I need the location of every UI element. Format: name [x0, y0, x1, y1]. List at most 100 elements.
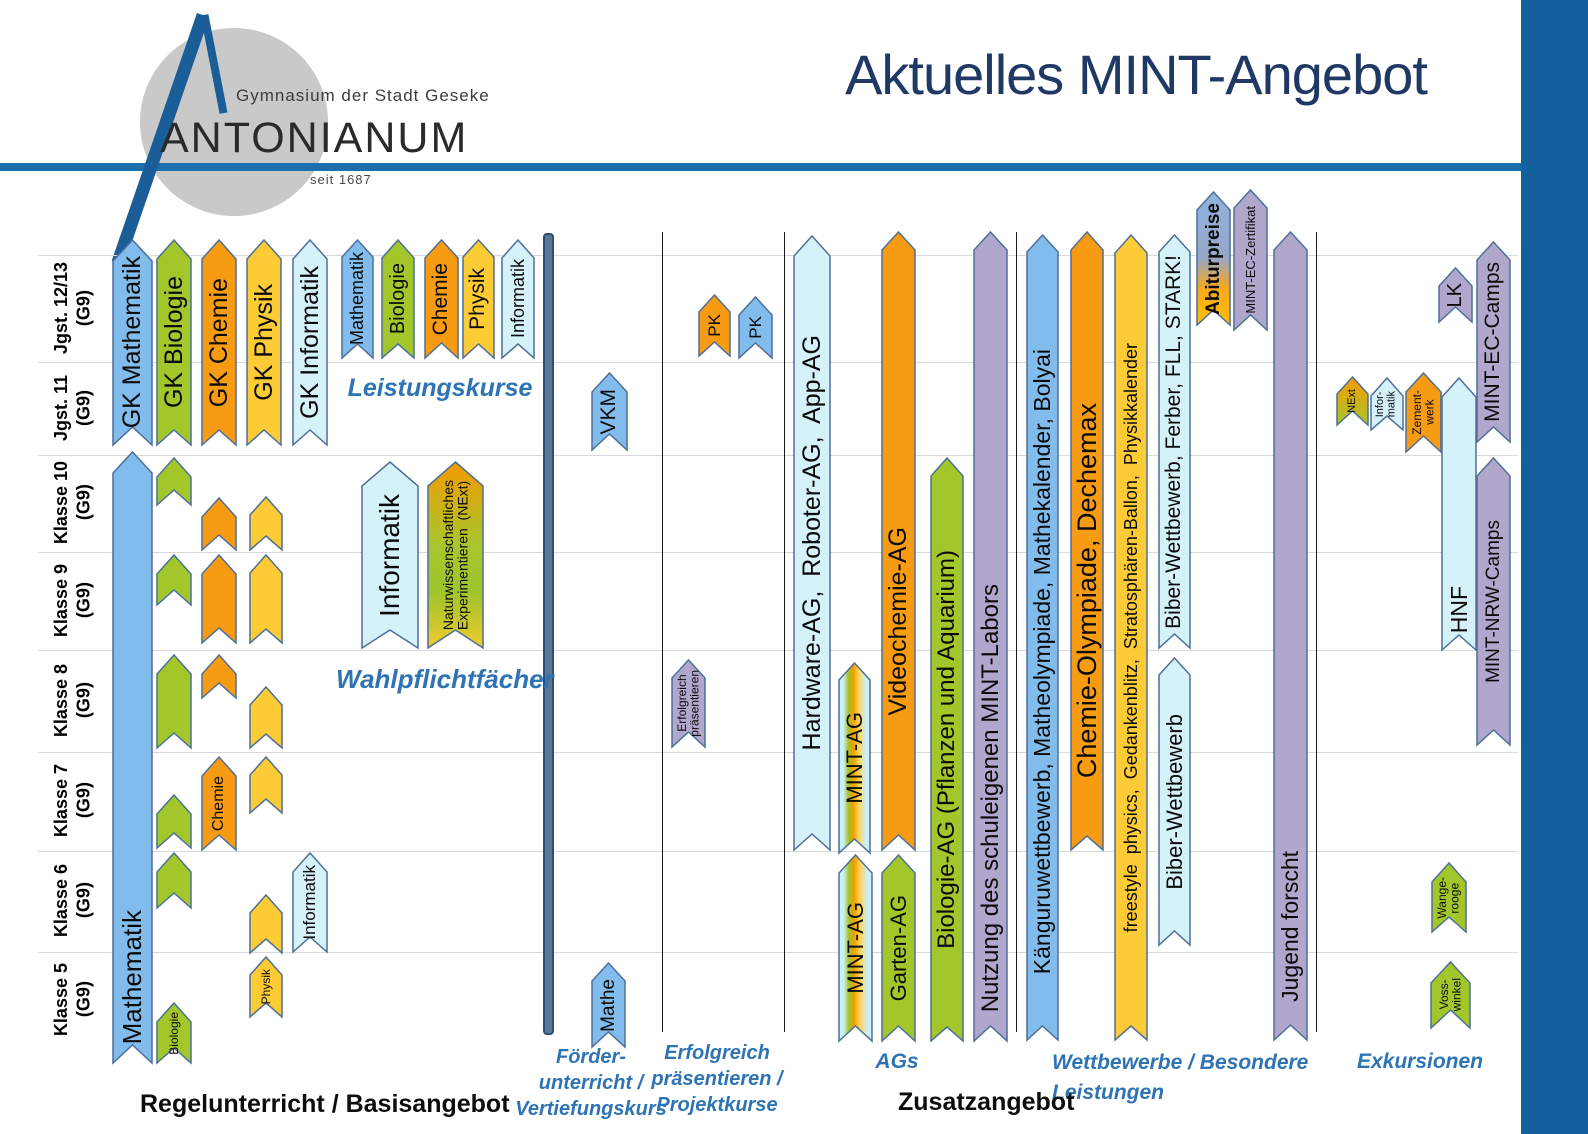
ribbon-label-pk-2: PK — [745, 316, 765, 339]
section-label-erfolgreich-praesentieren: Erfolgreich präsentieren / Projektkurse — [651, 1042, 783, 1116]
ribbon-label-gk-physik: GK Physik — [249, 284, 278, 401]
section-line — [784, 232, 785, 1032]
label-leistungskurse: Leistungskurse — [347, 374, 533, 402]
ribbon-biologie-k9 — [156, 553, 192, 607]
ribbon-physik-k9 — [249, 553, 283, 645]
ribbon-label-garten-ag: Garten-AG — [885, 894, 911, 1002]
ribbon-informatik-exkursion: Infor- matik — [1370, 376, 1404, 432]
ribbon-zementwerk: Zement- werk — [1405, 371, 1442, 454]
ribbon-erfolgreich-praesentieren: Erfolgreich präsentieren — [671, 658, 706, 749]
ribbon-label-informatik-k6: Informatik — [300, 865, 320, 940]
ribbon-label-pk-1: PK — [704, 314, 724, 337]
section-line — [1316, 232, 1317, 1032]
logo-school-type: Gymnasium der Stadt Geseke — [236, 86, 490, 105]
right-accent-bar — [1521, 0, 1588, 1134]
ribbon-chemie-k7: Chemie — [201, 755, 237, 852]
ribbon-chemie-k10 — [201, 496, 237, 552]
section-label-exkursionen: Exkursionen — [1356, 1050, 1484, 1073]
ribbon-biologie-k7 — [156, 793, 192, 850]
ribbon-mint-ec-camps: MINT-EC-Camps — [1476, 240, 1511, 444]
row-label-klasse-5: Klasse 5 (G9) — [50, 963, 94, 1037]
ribbon-label-next-wahlpflicht: Naturwissenschaftliches Experimentieren … — [439, 479, 471, 631]
section-label-regelunterricht: Regelunterricht / Basisangebot — [140, 1090, 510, 1118]
ribbon-label-jugend-forscht: Jugend forscht — [1277, 851, 1304, 1003]
ribbon-label-abiturpreise: Abiturpreise — [1202, 202, 1224, 315]
ribbon-label-biber-6-8: Biber-Wettbewerb — [1161, 713, 1187, 890]
ribbon-lk-mathematik: Mathematik — [341, 238, 374, 360]
ribbon-informatik-k6: Informatik — [292, 851, 328, 954]
ribbon-next-wahlpflicht: Naturwissenschaftliches Experimentieren … — [427, 461, 484, 650]
ribbon-label-informatik-exkursion: Infor- matik — [1374, 390, 1398, 418]
gridline — [38, 851, 1518, 852]
ribbon-label-videochemie-ag: Videochemie-AG — [884, 527, 913, 716]
logo-school-name: ANTONIANUM — [160, 114, 469, 162]
ribbon-mint-ag-5-6: MINT-AG — [838, 853, 873, 1043]
section-label-ags: AGs — [875, 1050, 919, 1073]
ribbon-label-biologie-k5: Biologie — [166, 1011, 181, 1055]
ribbon-label-freestyle: freestyle physics, Gedankenblitz, Strato… — [1120, 342, 1141, 933]
gridline — [38, 650, 1518, 651]
ribbon-label-lk-chemie: Chemie — [429, 262, 453, 336]
ribbon-informatik-wahlpflicht: Informatik — [361, 461, 419, 650]
logo-since: seit 1687 — [310, 172, 372, 187]
row-label-klasse-10: Klasse 10 (G9) — [50, 461, 94, 545]
ribbon-label-gk-mathematik: GK Mathematik — [118, 256, 147, 429]
ribbon-label-biber-9-13: Biber-Wettbewerb, Ferber, FLL, STARK! — [1162, 254, 1186, 629]
ribbon-label-lk-biologie: Biologie — [386, 263, 409, 335]
ribbon-label-mathematik-5-10: Mathematik — [116, 910, 147, 1045]
ribbon-mathe: Mathe — [591, 961, 626, 1049]
ribbon-pk-2: PK — [738, 295, 773, 360]
ribbon-freestyle: freestyle physics, Gedankenblitz, Strato… — [1114, 233, 1148, 1042]
ribbon-hnf: HNF — [1441, 376, 1477, 652]
ribbon-label-kaenguru: Känguruwettbewerb, Matheolympiade, Mathe… — [1029, 349, 1056, 975]
row-label-klasse-7: Klasse 7 (G9) — [50, 764, 94, 838]
ribbon-gk-informatik: GK Informatik — [292, 238, 328, 447]
ribbon-label-wangerooge: Wange- rooge — [1435, 876, 1462, 919]
section-label-wettbewerbe: Wettbewerbe / Besondere Leistungen — [1052, 1051, 1309, 1104]
ribbon-chemie-k8 — [201, 653, 237, 700]
ribbon-wangerooge: Wange- rooge — [1431, 861, 1467, 934]
ribbon-label-lk-physik: Physik — [466, 268, 490, 330]
gridline — [38, 552, 1518, 553]
ribbon-physik-k6 — [249, 893, 283, 955]
label-wahlpflichtfaecher: Wahlpflichtfächer — [336, 664, 554, 694]
ribbon-label-biologie-ag: Biologie-AG (Pflanzen und Aquarium) — [933, 550, 961, 949]
ribbon-lk-biologie: Biologie — [381, 238, 415, 360]
ribbon-biologie-k8 — [156, 653, 192, 750]
ribbon-kaenguru: Känguruwettbewerb, Matheolympiade, Mathe… — [1026, 233, 1059, 1042]
ribbon-physik-k7 — [249, 755, 283, 815]
ribbon-physik-k10 — [249, 495, 283, 552]
ribbon-lk-informatik: Informatik — [501, 238, 535, 360]
ribbon-jugend-forscht: Jugend forscht — [1273, 230, 1308, 1042]
section-divider-bar — [543, 233, 554, 1035]
ribbon-mint-ag-7-8: MINT-AG — [838, 661, 871, 855]
page-title: Aktuelles MINT-Angebot — [845, 43, 1428, 106]
row-label-jgst-12-13: Jgst. 12/13 (G9) — [50, 261, 94, 355]
ribbon-physik-k5: Physik — [249, 955, 283, 1019]
ribbon-gk-chemie: GK Chemie — [201, 238, 237, 447]
ribbon-mint-nrw-camps: MINT-NRW-Camps — [1476, 456, 1511, 747]
ribbon-label-vkm: VKM — [597, 388, 621, 435]
section-label-zusatzangebot: Zusatzangebot — [898, 1088, 1075, 1116]
ribbon-lk-physik: Physik — [462, 238, 495, 360]
ribbon-label-informatik-wahlpflicht: Informatik — [374, 493, 406, 617]
ribbon-gk-mathematik: GK Mathematik — [112, 238, 153, 447]
ribbon-label-mint-ec-zertifikat: MINT-EC-Zertifikat — [1242, 206, 1258, 314]
row-label-jgst-11: Jgst. 11 (G9) — [50, 374, 94, 442]
ribbon-label-erfolgreich-praesentieren: Erfolgreich präsentieren — [674, 670, 702, 737]
ribbon-lk-chemie: Chemie — [424, 238, 459, 360]
ribbon-label-mint-ec-camps: MINT-EC-Camps — [1481, 262, 1505, 422]
ribbon-label-lk-mathematik: Mathematik — [347, 252, 368, 346]
gridline — [38, 752, 1518, 753]
section-label-foerderunterricht: Förder- unterricht / Vertiefungskurs — [515, 1046, 667, 1120]
ribbon-gk-physik: GK Physik — [246, 238, 282, 447]
ribbon-label-physik-k5: Physik — [258, 969, 273, 1005]
ribbon-label-gk-informatik: GK Informatik — [295, 266, 324, 419]
ribbon-chemie-olympiade: Chemie-Olympiade, Dechemax — [1070, 230, 1104, 852]
section-line — [1016, 232, 1017, 1032]
ribbon-mint-labors: Nutzung des schuleigenen MINT-Labors — [973, 230, 1008, 1043]
ribbon-label-vosswinkel: Voss- winkel — [1436, 978, 1464, 1012]
ribbon-label-lk-informatik: Informatik — [507, 259, 528, 339]
ribbon-hardware-ag: Hardware-AG, Roboter-AG, App-AG — [793, 234, 831, 852]
header-rule — [0, 163, 1521, 171]
